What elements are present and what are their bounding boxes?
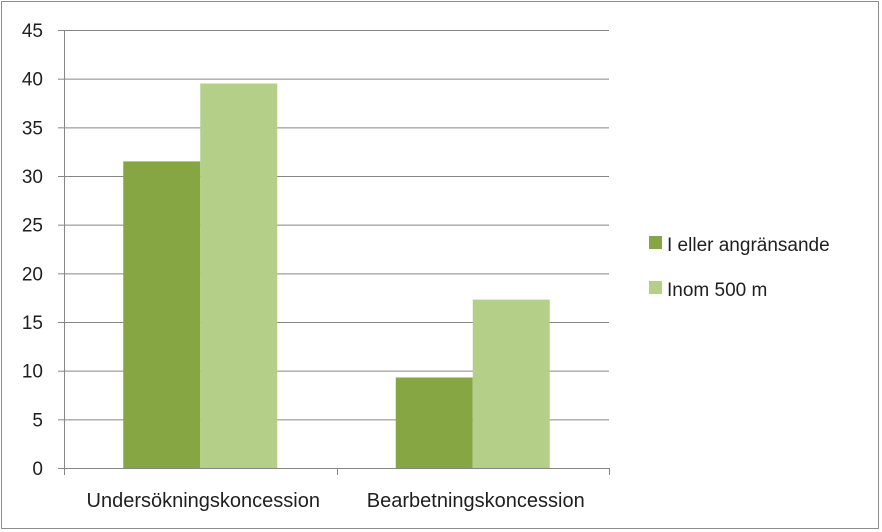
y-tick-label: 30: [22, 167, 43, 188]
bar: [123, 161, 201, 468]
y-tick-label: 25: [22, 216, 43, 237]
legend: I eller angränsande Inom 500 m: [649, 235, 830, 301]
x-category-label: Bearbetningskoncession: [367, 490, 585, 512]
axes: [58, 30, 610, 475]
x-category-label: Undersökningskoncession: [87, 490, 320, 512]
y-tick-label: 0: [32, 459, 43, 480]
bar: [395, 377, 473, 468]
y-tick-label: 5: [32, 410, 43, 431]
y-tick-label: 40: [22, 70, 43, 91]
y-tick-label: 45: [22, 21, 43, 42]
y-tick-label: 15: [22, 313, 43, 334]
bar: [200, 83, 278, 469]
y-tick-label: 20: [22, 264, 43, 285]
x-category-labels: Undersökningskoncession Bearbetningskonce…: [87, 490, 585, 512]
y-tick-label: 10: [22, 362, 43, 383]
bars: [123, 83, 550, 469]
legend-swatch: [649, 281, 662, 294]
legend-label: Inom 500 m: [667, 280, 767, 301]
y-tick-labels: 0 5 10 15 20 25 30 35 40 45: [22, 21, 43, 480]
bar: [472, 299, 550, 468]
legend-label: I eller angränsande: [667, 235, 830, 256]
y-tick-label: 35: [22, 118, 43, 139]
legend-swatch: [649, 236, 662, 249]
